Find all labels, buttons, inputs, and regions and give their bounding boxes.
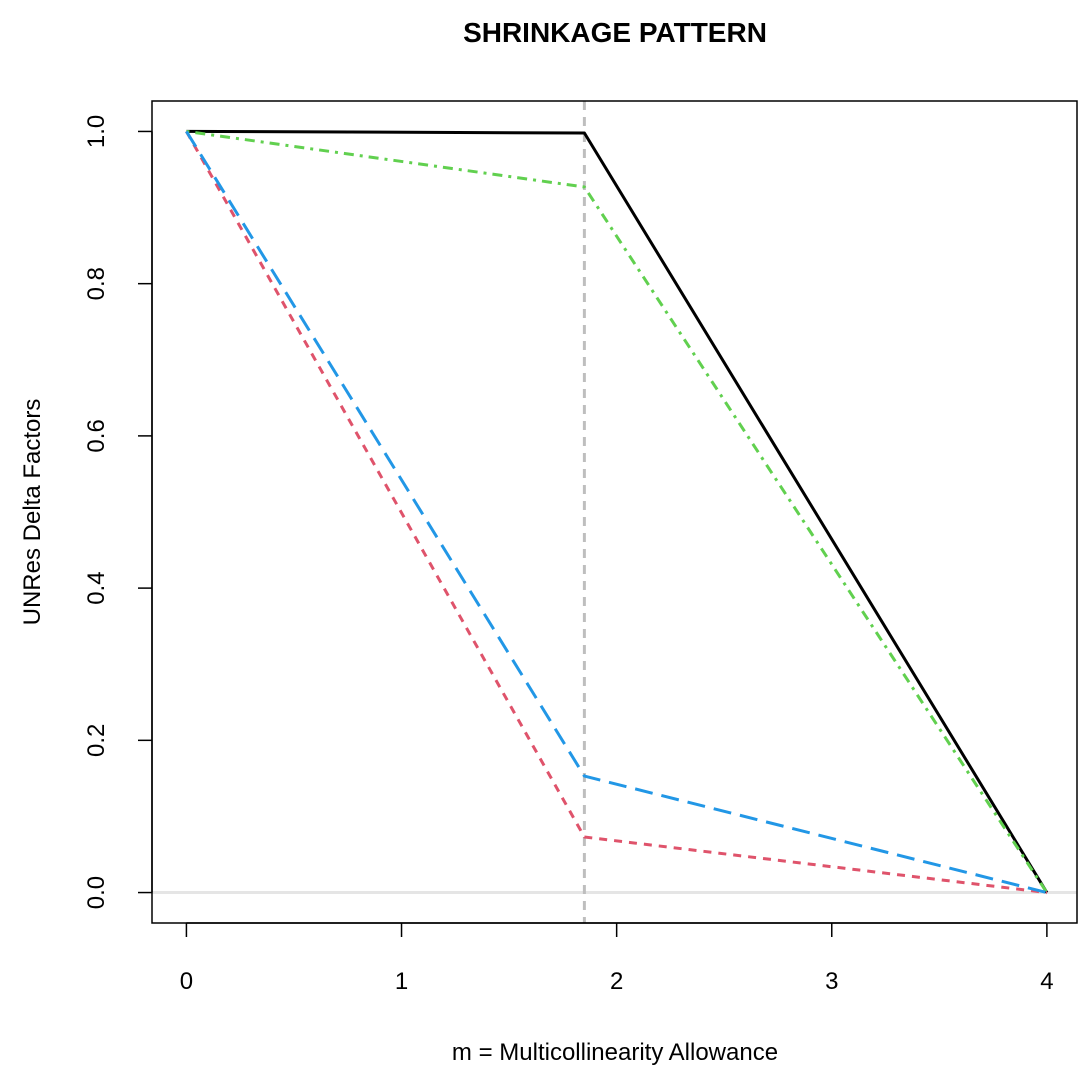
x-tick-label: 4: [1040, 968, 1053, 995]
x-axis: 0 1 2 3 4: [180, 922, 1054, 995]
y-tick-label: 0.4: [83, 571, 110, 604]
series-line-1: [186, 129, 1049, 894]
y-tick-label: 0.0: [83, 876, 110, 909]
y-tick-label: 1.0: [83, 115, 110, 148]
plot-frame: [151, 100, 1078, 924]
series-line-4: [185, 130, 1048, 895]
plot-area: [152, 101, 1077, 923]
y-axis-label: UNRes Delta Factors: [19, 399, 46, 626]
y-tick-label: 0.2: [83, 724, 110, 757]
x-tick-label: 3: [825, 968, 838, 995]
series-line-2: [185, 130, 1048, 895]
x-axis-label: m = Multicollinearity Allowance: [452, 1039, 778, 1066]
x-tick-label: 2: [610, 968, 623, 995]
chart-title: SHRINKAGE PATTERN: [463, 17, 767, 48]
x-tick-label: 1: [395, 968, 408, 995]
series-line-3: [186, 129, 1049, 894]
y-axis: 0.0 0.2 0.4 0.6 0.8 1.0: [83, 115, 153, 909]
x-tick-label: 0: [180, 968, 193, 995]
y-tick-label: 0.6: [83, 419, 110, 452]
y-tick-label: 0.8: [83, 267, 110, 300]
